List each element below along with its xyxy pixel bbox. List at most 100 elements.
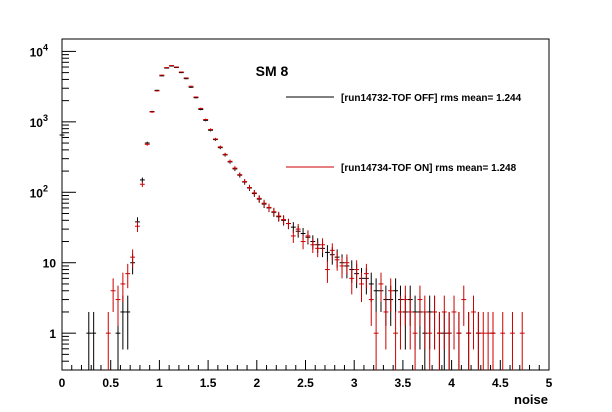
data-point	[422, 295, 428, 350]
data-point	[349, 267, 355, 295]
data-point	[212, 137, 218, 141]
x-tick-label: 3	[351, 376, 358, 390]
data-point	[227, 159, 233, 164]
x-tick-label: 2	[253, 376, 260, 390]
data-point	[475, 311, 481, 370]
y-tick-label: 104	[30, 42, 48, 59]
x-tick-label: 1	[156, 376, 163, 390]
data-point	[120, 295, 126, 350]
data-point	[135, 221, 140, 233]
data-point	[441, 295, 447, 350]
data-point	[125, 295, 131, 350]
data-point	[310, 238, 316, 253]
data-point	[417, 285, 423, 326]
plot-frame	[61, 38, 550, 371]
data-point	[480, 311, 486, 370]
x-tick-label: 4.5	[492, 376, 509, 390]
data-point	[271, 207, 277, 217]
legend: [run14732-TOF OFF] rms mean= 1.244 [run14…	[286, 93, 522, 174]
legend-label: [run14732-TOF OFF] rms mean= 1.244	[341, 93, 522, 104]
data-point	[110, 278, 116, 312]
data-point	[510, 311, 515, 370]
data-point	[500, 311, 506, 370]
x-tick-label: 3.5	[395, 376, 412, 390]
data-point	[368, 285, 374, 326]
data-point	[378, 272, 384, 303]
data-point	[320, 238, 325, 253]
data-point	[120, 272, 126, 303]
data-point	[339, 257, 345, 279]
data-point	[139, 181, 145, 188]
data-point	[402, 285, 408, 326]
data-point	[281, 215, 287, 225]
data-point	[208, 128, 213, 131]
data-point	[388, 278, 394, 312]
data-point	[398, 295, 403, 350]
data-point	[261, 199, 267, 208]
data-point	[461, 285, 467, 326]
data-point	[412, 311, 418, 370]
data-point	[188, 86, 194, 88]
data-point	[276, 211, 282, 221]
data-point	[456, 311, 462, 370]
data-point	[315, 241, 321, 258]
data-point	[427, 311, 433, 370]
data-point	[237, 172, 243, 178]
data-point	[393, 278, 399, 312]
data-point	[217, 145, 223, 149]
data-point	[149, 111, 155, 113]
data-point	[183, 77, 189, 79]
y-tick-label: 10	[43, 257, 57, 271]
data-point	[446, 311, 452, 370]
data-point	[490, 311, 496, 370]
data-point	[198, 107, 204, 110]
data-point	[354, 260, 360, 283]
data-point	[266, 203, 272, 212]
chart-title: SM 8	[256, 63, 289, 79]
data-point	[300, 235, 306, 250]
data-point	[373, 278, 379, 312]
data-point	[86, 311, 92, 370]
data-point	[290, 230, 296, 243]
data-point	[334, 251, 340, 271]
data-point	[485, 311, 491, 370]
x-tick-label: 0.5	[102, 376, 119, 390]
data-point	[247, 184, 252, 191]
data-point	[451, 295, 457, 350]
data-point	[188, 85, 194, 87]
data-point	[359, 272, 364, 303]
data-point	[105, 311, 111, 370]
data-point	[407, 295, 413, 350]
data-point	[324, 245, 330, 262]
y-tick-label: 102	[30, 183, 48, 200]
data-point	[256, 195, 262, 202]
x-tick-label: 0	[59, 376, 66, 390]
y-tick-label: 103	[30, 113, 48, 130]
data-point	[159, 74, 165, 76]
data-point	[91, 311, 97, 370]
data-point	[363, 263, 369, 289]
data-point	[251, 189, 257, 197]
data-point	[295, 223, 301, 236]
x-axis-label: noise	[514, 392, 548, 407]
data-point	[436, 311, 442, 370]
data-point	[471, 295, 476, 350]
data-point	[115, 285, 121, 326]
data-point	[178, 71, 184, 73]
data-point	[154, 90, 160, 92]
x-tick-label: 5	[546, 376, 553, 390]
data-point	[164, 67, 170, 69]
data-point	[144, 142, 150, 146]
data-point	[344, 254, 350, 275]
x-tick-label: 2.5	[297, 376, 314, 390]
data-point	[232, 166, 238, 171]
data-point	[519, 311, 525, 370]
data-point	[203, 118, 209, 121]
x-tick-label: 4	[448, 376, 455, 390]
data-point	[432, 295, 437, 350]
data-point	[466, 311, 472, 370]
data-point	[383, 295, 389, 350]
data-point	[174, 66, 179, 68]
data-point	[193, 96, 199, 98]
data-point	[286, 218, 291, 230]
